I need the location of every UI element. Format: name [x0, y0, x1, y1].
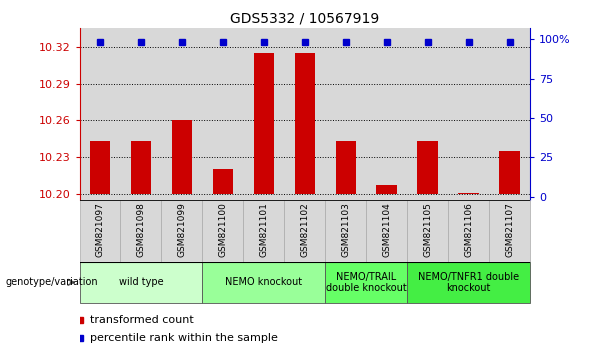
FancyBboxPatch shape [243, 200, 284, 262]
FancyBboxPatch shape [325, 200, 366, 262]
Bar [171, 120, 192, 194]
Text: NEMO/TRAIL
double knockout: NEMO/TRAIL double knockout [326, 272, 406, 293]
Bar [336, 141, 356, 194]
Bar [80, 28, 121, 200]
Text: wild type: wild type [118, 277, 163, 287]
Bar [121, 28, 161, 200]
Text: NEMO/TNFR1 double
knockout: NEMO/TNFR1 double knockout [418, 272, 519, 293]
Text: GSM821105: GSM821105 [423, 202, 432, 257]
FancyBboxPatch shape [284, 200, 325, 262]
FancyBboxPatch shape [121, 200, 161, 262]
Text: genotype/variation: genotype/variation [6, 277, 98, 287]
FancyBboxPatch shape [203, 262, 325, 303]
Text: GSM821103: GSM821103 [341, 202, 350, 257]
Bar [161, 28, 203, 200]
FancyBboxPatch shape [366, 200, 407, 262]
Bar [448, 28, 489, 200]
Bar [131, 141, 151, 194]
FancyBboxPatch shape [203, 200, 243, 262]
Bar [294, 53, 315, 194]
Text: GSM821097: GSM821097 [95, 202, 104, 257]
FancyBboxPatch shape [407, 262, 530, 303]
Text: GSM821100: GSM821100 [219, 202, 227, 257]
FancyBboxPatch shape [161, 200, 203, 262]
Bar [243, 28, 284, 200]
Bar [284, 28, 325, 200]
Bar [254, 53, 274, 194]
Bar [407, 28, 448, 200]
Bar [203, 28, 243, 200]
Title: GDS5332 / 10567919: GDS5332 / 10567919 [230, 12, 379, 26]
Text: GSM821107: GSM821107 [505, 202, 514, 257]
Bar [366, 28, 407, 200]
Bar [213, 169, 233, 194]
Bar [489, 28, 530, 200]
FancyBboxPatch shape [80, 262, 203, 303]
FancyBboxPatch shape [489, 200, 530, 262]
Text: GSM821101: GSM821101 [259, 202, 269, 257]
Bar [458, 193, 479, 194]
Text: GSM821104: GSM821104 [382, 202, 391, 257]
Bar [499, 151, 520, 194]
FancyBboxPatch shape [325, 262, 407, 303]
Text: GSM821099: GSM821099 [177, 202, 187, 257]
Bar [90, 141, 110, 194]
Bar [325, 28, 366, 200]
FancyBboxPatch shape [80, 200, 121, 262]
Bar [376, 185, 397, 194]
Text: GSM821106: GSM821106 [464, 202, 473, 257]
Text: GSM821102: GSM821102 [300, 202, 309, 257]
Text: NEMO knockout: NEMO knockout [225, 277, 302, 287]
FancyBboxPatch shape [448, 200, 489, 262]
Text: GSM821098: GSM821098 [137, 202, 145, 257]
Text: transformed count: transformed count [90, 315, 194, 325]
Bar [418, 141, 438, 194]
FancyBboxPatch shape [407, 200, 448, 262]
Text: percentile rank within the sample: percentile rank within the sample [90, 333, 278, 343]
